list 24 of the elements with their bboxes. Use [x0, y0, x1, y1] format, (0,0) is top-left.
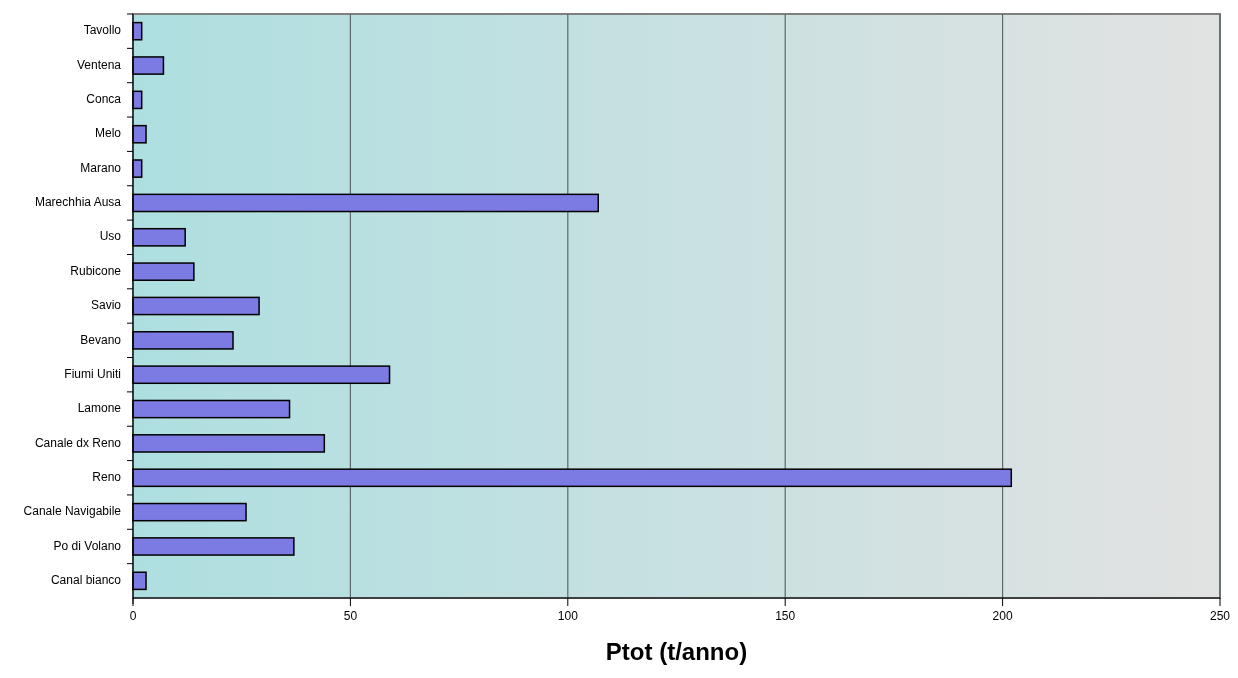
y-tick-label: Rubicone: [70, 263, 122, 278]
x-tick-label: 100: [557, 609, 579, 623]
y-tick-label: Canal bianco: [50, 573, 122, 587]
y-tick-label: Po di Volano: [53, 538, 122, 553]
y-tick-label: Lamone: [77, 401, 122, 416]
x-axis-title: Ptot (t/anno): [605, 638, 748, 665]
x-tick-label: 0: [129, 609, 137, 623]
y-tick-label: Marano: [80, 160, 122, 175]
y-tick-label: Canale Navigabile: [23, 504, 122, 519]
x-tick-label: 150: [775, 609, 796, 623]
y-tick-label: Ventena: [76, 57, 122, 72]
y-tick-label: Canale dx Reno: [34, 435, 122, 450]
y-tick-label: Fiumi Uniti: [64, 366, 121, 381]
y-tick-label: Marechhia Ausa: [34, 195, 122, 210]
y-tick-label: Conca: [86, 92, 122, 107]
y-tick-label: Savio: [90, 298, 122, 313]
x-tick-label: 250: [1209, 609, 1231, 623]
y-tick-label: Melo: [94, 126, 122, 141]
x-tick-label: 200: [992, 609, 1013, 623]
y-tick-label: Tavollo: [83, 23, 122, 38]
y-tick-label: Uso: [99, 229, 122, 244]
y-tick-label: Bevano: [80, 332, 122, 347]
y-tick-label: Reno: [92, 469, 122, 484]
x-tick-label: 50: [343, 609, 358, 623]
